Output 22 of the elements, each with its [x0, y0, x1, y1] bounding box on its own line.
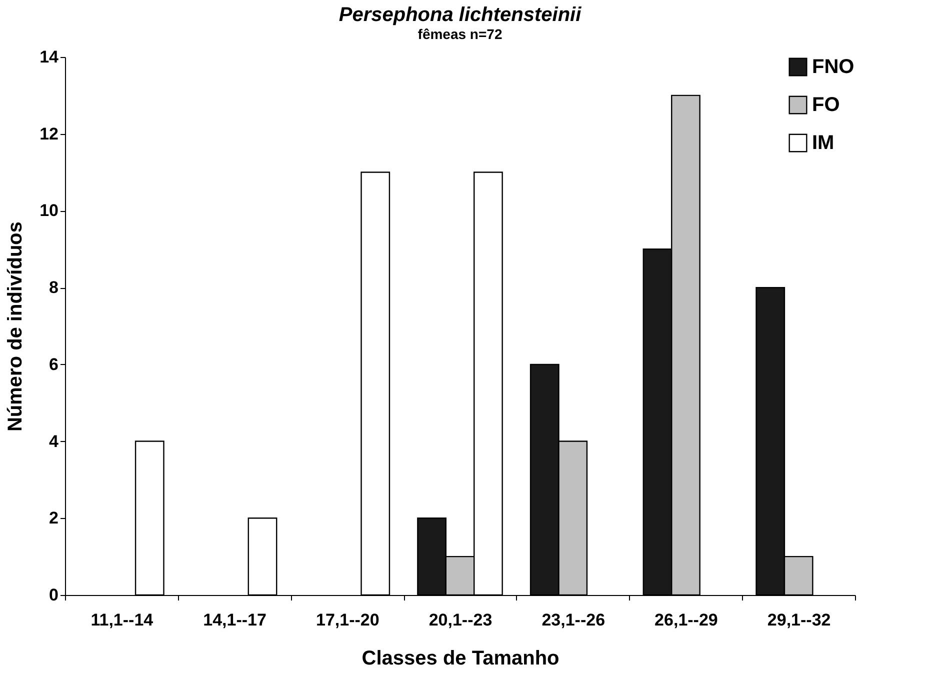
y-tick-label: 10: [40, 201, 58, 220]
y-tick-label: 12: [40, 124, 58, 144]
chart-title: Persephona lichtensteinii: [338, 4, 582, 26]
legend-label: FNO: [812, 56, 854, 78]
x-tick-label: 14,1--17: [203, 610, 266, 630]
x-tick-label: 29,1--32: [767, 610, 831, 630]
y-tick-label: 0: [49, 586, 58, 604]
y-tick-label: 14: [40, 48, 60, 66]
y-tick-label: 6: [49, 354, 58, 374]
x-tick-label: 20,1--23: [428, 610, 492, 630]
y-axis-title: Número de indivíduos: [4, 221, 27, 432]
x-tick-label: 11,1--14: [90, 610, 154, 630]
y-tick-label: 2: [49, 508, 58, 528]
legend-label: IM: [812, 132, 834, 154]
chart-subtitle: fêmeas n=72: [418, 26, 502, 42]
y-tick-label: 8: [49, 278, 58, 298]
x-axis-title: Classes de Tamanho: [362, 648, 560, 670]
x-tick-label: 23,1--26: [542, 610, 606, 630]
x-tick-label: 26,1--29: [654, 610, 718, 630]
legend-label: FO: [812, 94, 840, 116]
x-tick-label: 17,1--20: [316, 610, 380, 630]
y-tick-label: 4: [49, 432, 60, 451]
